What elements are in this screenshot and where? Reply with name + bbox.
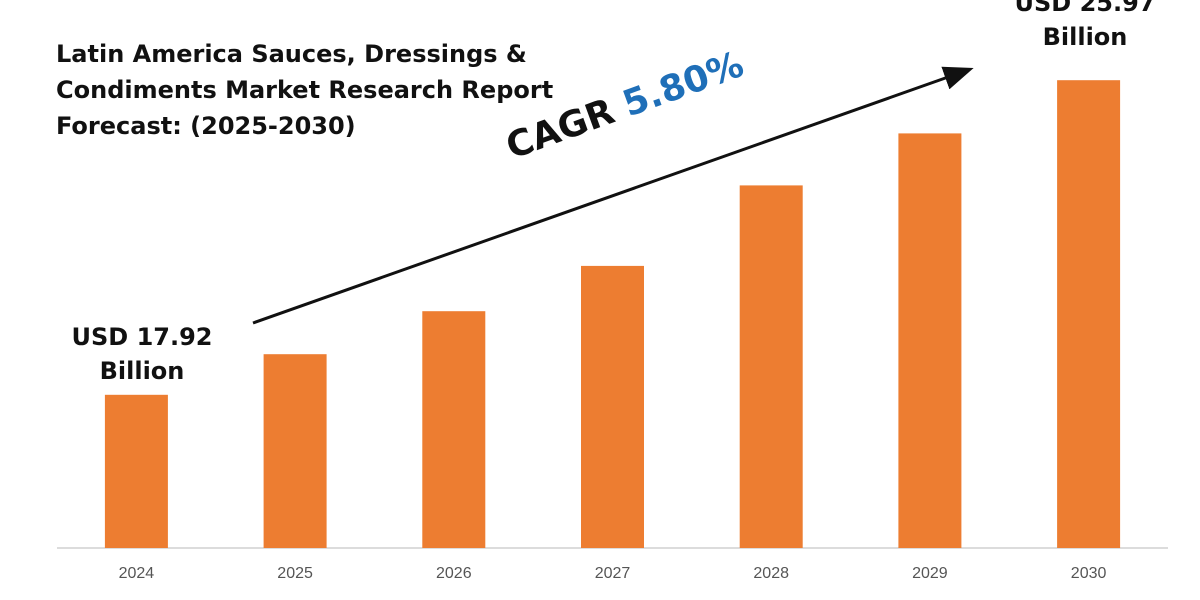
end-value-unit: Billion (1042, 23, 1128, 51)
bars-group (104, 80, 1121, 548)
title-line-2: Condiments Market Research Report (56, 76, 554, 104)
title-line-1: Latin America Sauces, Dressings & (56, 40, 527, 68)
x-tick-label: 2024 (119, 565, 155, 582)
start-value-unit: Billion (99, 357, 185, 385)
x-tick-label: 2029 (912, 565, 948, 582)
x-tick-label: 2030 (1071, 565, 1107, 582)
chart-title: Latin America Sauces, Dressings & Condim… (56, 36, 576, 144)
bar-2027 (581, 265, 644, 548)
bar-2028 (739, 185, 803, 548)
bar-2030 (1057, 80, 1121, 548)
x-tick-label: 2026 (436, 565, 472, 582)
start-value-callout: USD 17.92 Billion (62, 320, 222, 388)
end-value-amount: USD 25.97 (1014, 0, 1156, 17)
end-value-callout: USD 25.97 Billion (1005, 0, 1165, 54)
start-value-amount: USD 17.92 (71, 323, 213, 351)
x-tick-label: 2025 (277, 565, 313, 582)
bar-2026 (422, 311, 486, 548)
x-tick-labels-group: 2024 2025 2026 2027 2028 2029 2030 (119, 565, 1107, 582)
trend-arrow (252, 66, 974, 325)
bar-2024 (104, 394, 168, 548)
x-tick-label: 2028 (753, 565, 789, 582)
bar-2025 (263, 354, 327, 548)
bar-2029 (898, 133, 962, 548)
x-tick-label: 2027 (595, 565, 631, 582)
title-line-3: Forecast: (2025-2030) (56, 112, 356, 140)
